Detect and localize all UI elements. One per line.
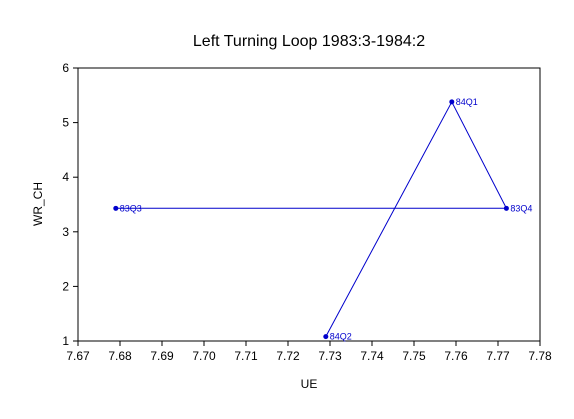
y-axis: 1 2 3 4 5 6 [62,61,78,348]
x-tick-label: 7.74 [360,349,384,363]
y-tick-label: 2 [62,279,69,293]
x-tick-label: 7.73 [318,349,342,363]
x-axis: 7.67 7.68 7.69 7.70 7.71 7.72 7.73 7.74 7.75 7.76… [66,341,552,363]
data-label: 83Q4 [510,203,532,213]
data-point [503,205,509,211]
data-point [449,99,455,105]
plot-frame [77,67,541,342]
x-tick-label: 7.70 [192,349,216,363]
x-tick-label: 7.75 [402,349,426,363]
x-tick-label: 7.71 [234,349,258,363]
x-tick-label: 7.78 [528,349,552,363]
y-tick-label: 6 [62,61,69,75]
x-tick-label: 7.69 [150,349,174,363]
x-tick-label: 7.77 [486,349,510,363]
data-label: 83Q3 [120,203,142,213]
x-tick-label: 7.72 [276,349,300,363]
chart-title: Left Turning Loop 1983:3-1984:2 [193,33,425,50]
data-label: 84Q1 [456,97,478,107]
y-axis-label: WR_CH [31,182,45,226]
x-tick-label: 7.67 [66,349,90,363]
series-layer: 83Q3 83Q4 84Q1 84Q2 [113,97,532,342]
data-point [323,334,329,340]
y-tick-label: 1 [62,334,69,348]
data-label: 84Q2 [330,332,352,342]
x-axis-label: UE [301,377,318,391]
x-tick-label: 7.76 [444,349,468,363]
y-tick-label: 5 [62,116,69,130]
x-tick-label: 7.68 [108,349,132,363]
series-line [115,100,508,337]
data-point [113,205,119,211]
y-tick-label: 3 [62,225,69,239]
y-tick-label: 4 [62,170,69,184]
